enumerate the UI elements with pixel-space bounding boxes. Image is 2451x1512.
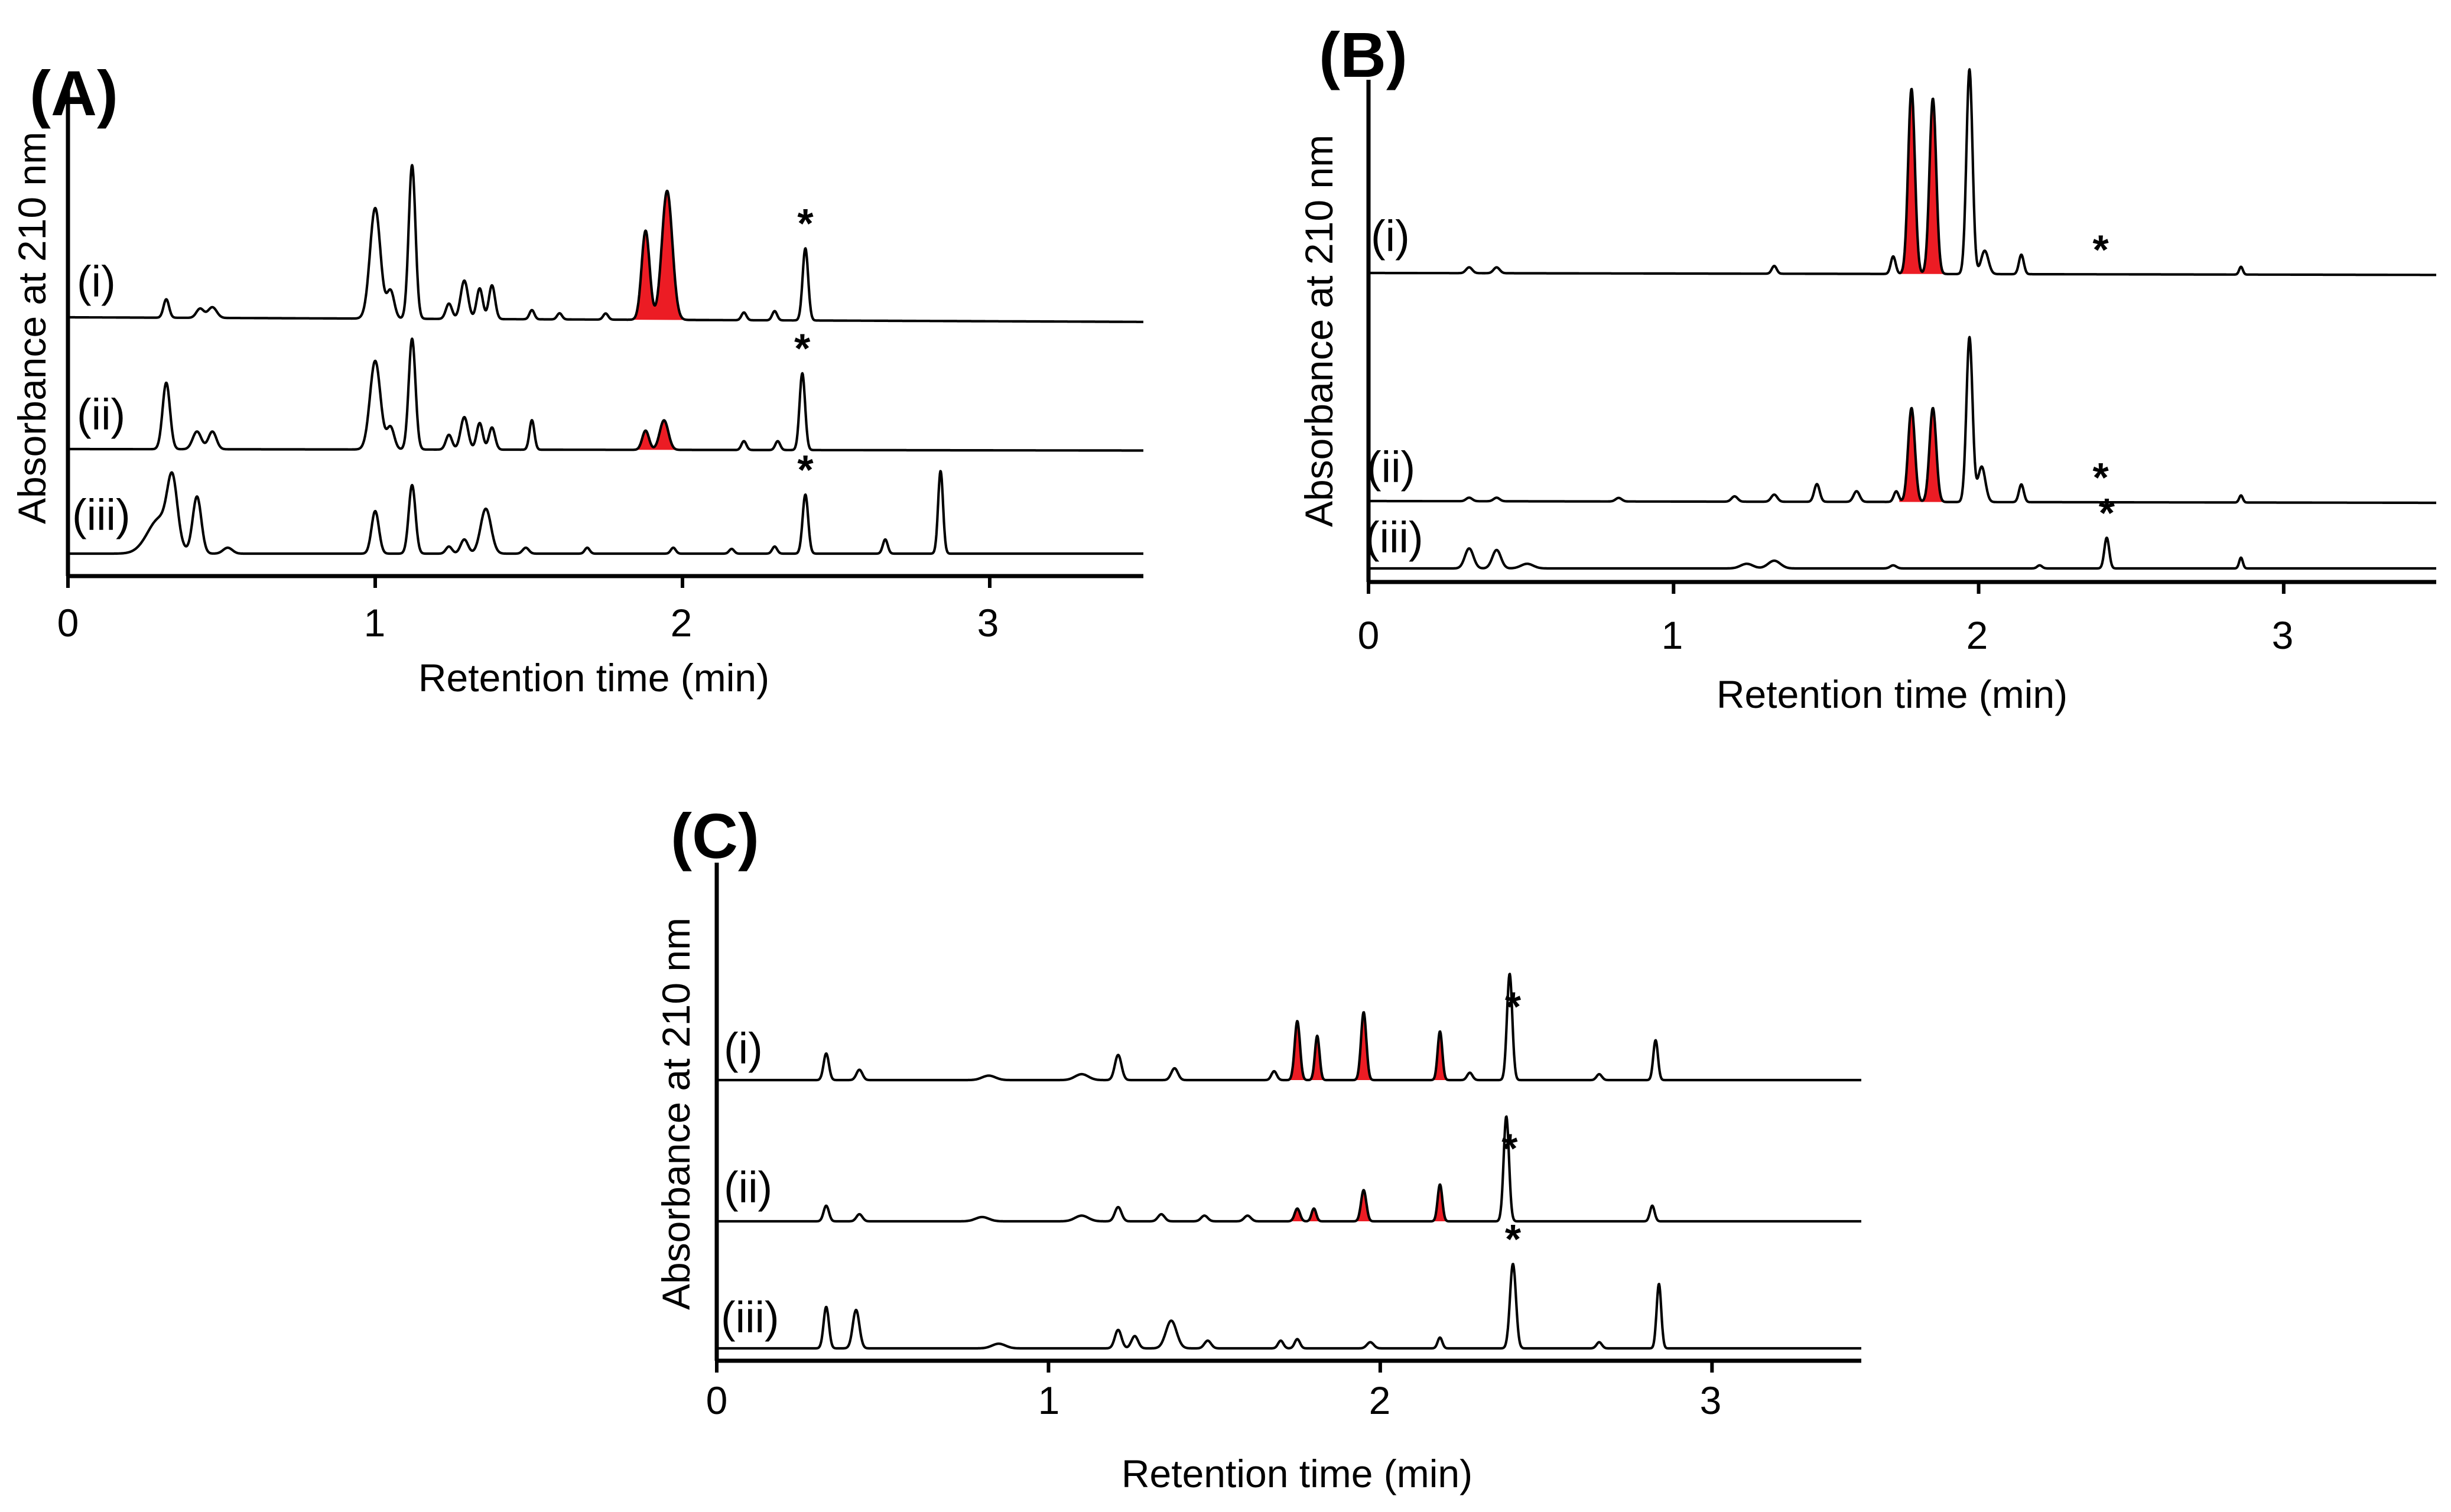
panel-c-trace-2: [716, 1115, 1862, 1223]
panel-b-trace-label-i: (i): [1371, 212, 1410, 261]
panel-c-trace-label-iii: (iii): [721, 1293, 779, 1342]
panel-a-trace-2-highlight-1: [633, 420, 680, 450]
panel-a-tick-label-0: 0: [57, 601, 79, 645]
panel-c-trace-1-asterisk-1: *: [1505, 984, 1522, 1030]
panel-b-trace-2: [1367, 336, 2437, 505]
panel-b-trace-1: [1367, 68, 2437, 277]
panel-c-trace-2-asterisk-1: *: [1501, 1126, 1518, 1172]
panel-b-trace-1-highlight-1: [1899, 89, 1948, 274]
panel-c-trace-2-highlight-1: [1287, 1208, 1308, 1221]
panel-c-x-axis-title: Retention time (min): [1122, 1452, 1472, 1495]
panel-c-trace-label-ii: (ii): [724, 1163, 772, 1212]
panel-a-trace-2: [67, 337, 1145, 452]
panel-b-trace-1-asterisk-1: *: [2092, 226, 2109, 272]
panel-a-x-axis-title: Retention time (min): [418, 656, 769, 700]
panel-b-trace-2-highlight-1: [1899, 408, 1948, 502]
panel-c-tick-label-2: 2: [1369, 1378, 1391, 1422]
panel-b-tick-label-3: 3: [2272, 613, 2294, 657]
panel-a-trace-3-asterisk-1: *: [797, 447, 814, 493]
panel-a-trace-3: [67, 470, 1145, 555]
panel-b: (B) Absorbance at 210 nm Retention time …: [1297, 19, 2437, 716]
panel-c-trace-1-highlight-1: [1287, 1021, 1308, 1080]
panel-c-trace-3: [716, 1263, 1862, 1350]
panel-b-trace-3-asterisk-1: *: [2099, 490, 2115, 536]
panel-a-tick-label-1: 1: [364, 601, 386, 645]
panel-a-trace-label-ii: (ii): [77, 390, 125, 439]
panel-a-tick-label-3: 3: [977, 601, 999, 645]
panel-b-tick-label-1: 1: [1662, 613, 1683, 657]
panel-a-label: (A): [30, 57, 118, 129]
panel-b-trace-label-ii: (ii): [1367, 443, 1415, 492]
panel-a-tick-label-2: 2: [671, 601, 693, 645]
panel-c-tick-label-1: 1: [1038, 1378, 1060, 1422]
panel-a: (A) Absorbance at 210 nm Retention time …: [10, 57, 1145, 700]
panel-a-trace-1: [67, 164, 1145, 323]
panel-c-trace-1: [716, 973, 1862, 1082]
panel-a-trace-label-iii: (iii): [72, 490, 131, 539]
panel-a-trace-label-i: (i): [77, 257, 116, 306]
panel-b-tick-label-0: 0: [1358, 613, 1380, 657]
panel-b-label: (B): [1319, 19, 1407, 90]
panel-b-x-axis-title: Retention time (min): [1717, 672, 2068, 716]
panel-c-trace-3-asterisk-1: *: [1505, 1216, 1522, 1262]
panel-a-y-axis-title: Absorbance at 210 nm: [10, 132, 54, 524]
panel-a-trace-1-asterisk-1: *: [797, 200, 814, 246]
panel-c-tick-label-0: 0: [706, 1378, 728, 1422]
panel-c-tick-label-3: 3: [1700, 1378, 1722, 1422]
panel-c: (C) Absorbance at 210 nm Retention time …: [654, 800, 1862, 1495]
panel-c-trace-label-i: (i): [724, 1024, 763, 1073]
panel-b-trace-3: [1367, 536, 2437, 570]
panel-b-trace-2-asterisk-1: *: [2092, 454, 2109, 500]
panel-c-y-axis-title: Absorbance at 210 nm: [654, 918, 698, 1310]
panel-c-label: (C): [671, 800, 759, 872]
panel-b-tick-label-2: 2: [1966, 613, 1988, 657]
panel-a-trace-2-asterisk-1: *: [794, 326, 811, 372]
panel-b-trace-label-iii: (iii): [1365, 513, 1423, 562]
panel-b-y-axis-title: Absorbance at 210 nm: [1297, 135, 1341, 527]
